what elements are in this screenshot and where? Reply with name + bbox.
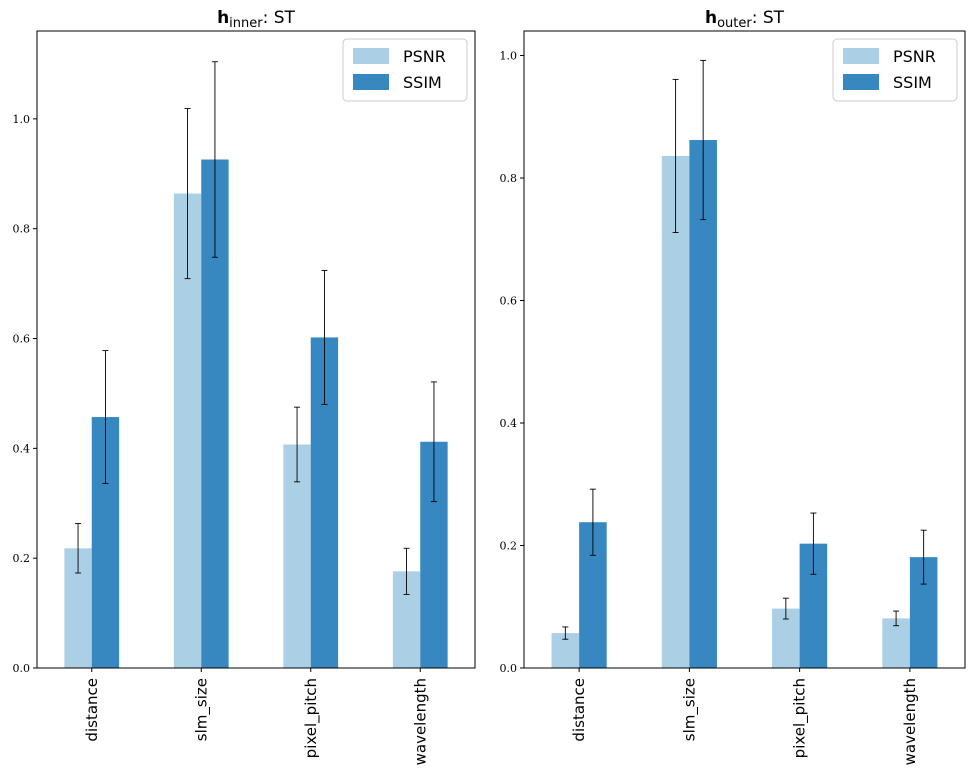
legend-swatch-psnr (353, 48, 389, 64)
category-label-slm_size: slm_size (192, 678, 211, 741)
legend-swatch-psnr (843, 48, 879, 64)
y-tick-label: 0.2 (13, 552, 31, 565)
bar-psnr-wavelength (882, 618, 910, 668)
category-label-wavelength: wavelength (411, 678, 429, 765)
legend-label-psnr: PSNR (403, 47, 446, 66)
category-label-pixel_pitch: pixel_pitch (302, 678, 321, 758)
category-label-slm_size: slm_size (680, 678, 699, 741)
y-tick-label: 0.8 (13, 223, 31, 236)
y-tick-label: 1.0 (13, 113, 31, 126)
chart-title: hinner: ST (217, 8, 295, 31)
legend-swatch-ssim (353, 74, 389, 90)
legend-label-ssim: SSIM (893, 73, 932, 92)
y-tick-label: 0.0 (500, 662, 518, 675)
category-label-pixel_pitch: pixel_pitch (791, 678, 810, 758)
legend-swatch-ssim (843, 74, 879, 90)
legend-label-psnr: PSNR (893, 47, 936, 66)
y-tick-label: 0.6 (500, 295, 518, 308)
y-tick-label: 0.4 (13, 442, 31, 455)
bar-psnr-slm_size (661, 155, 690, 668)
chart-panel-2: 0.0 0.2 0.4 0.6 0.8 1.0 distance slm_size pixel_… (500, 8, 966, 765)
category-label-distance: distance (83, 678, 101, 742)
bar-ssim-slm_size (689, 140, 717, 668)
y-tick-label: 0.0 (13, 662, 31, 675)
category-label-distance: distance (570, 678, 588, 742)
legend-label-ssim: SSIM (403, 73, 442, 92)
axes-frame (523, 30, 966, 669)
chart-panel-1: 0.0 0.2 0.4 0.6 0.8 1.0 distance slm_size pixel_… (13, 8, 476, 765)
legend: PSNR SSIM (342, 38, 468, 102)
y-tick-label: 0.8 (500, 172, 518, 185)
y-tick-label: 0.6 (13, 333, 31, 346)
category-label-wavelength: wavelength (901, 678, 919, 765)
y-tick-label: 1.0 (500, 50, 518, 63)
axes-frame (36, 30, 476, 669)
chart-title: houter: ST (705, 8, 785, 31)
legend: PSNR SSIM (832, 38, 958, 102)
y-tick-label: 0.4 (500, 417, 518, 430)
y-tick-label: 0.2 (500, 540, 518, 553)
